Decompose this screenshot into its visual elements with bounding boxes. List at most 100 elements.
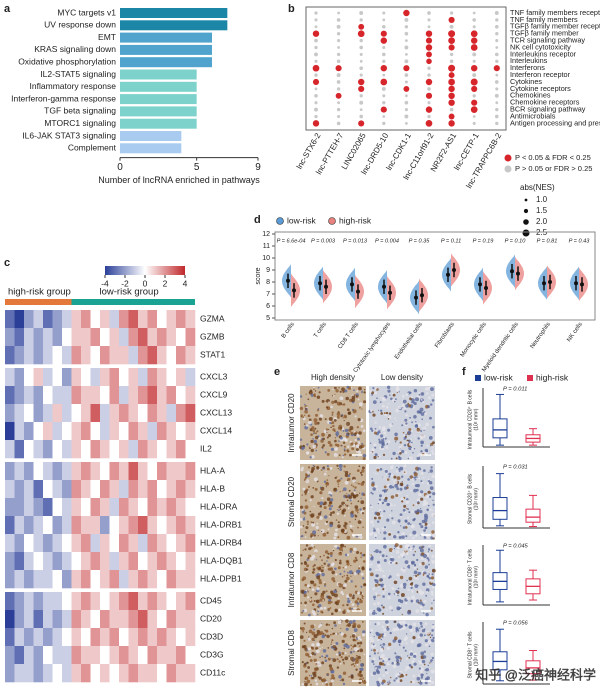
ihc-texture	[408, 442, 412, 446]
ihc-texture	[359, 599, 363, 604]
ihc-texture	[408, 546, 410, 549]
dot	[448, 99, 455, 106]
ihc-texture	[423, 554, 427, 558]
ihc-texture	[431, 634, 434, 637]
ihc-texture	[332, 424, 335, 428]
ihc-texture	[427, 657, 429, 660]
ihc-texture	[375, 536, 377, 539]
ihc-texture	[387, 440, 391, 444]
ihc-texture	[388, 642, 392, 647]
heat-cell	[138, 310, 148, 329]
ihc-texture	[311, 609, 316, 614]
ihc-texture	[316, 587, 320, 591]
ihc-texture	[338, 464, 343, 468]
ihc-texture	[353, 628, 358, 632]
ihc-texture	[342, 583, 347, 588]
ihc-texture	[319, 598, 323, 602]
ihc-texture	[415, 477, 418, 480]
ihc-texture	[339, 572, 342, 576]
ihc-texture	[382, 621, 384, 623]
ihc-texture	[431, 602, 433, 604]
ihc-texture	[339, 491, 341, 493]
ihc-texture	[425, 668, 429, 672]
ihc-texture	[352, 663, 355, 665]
ihc-texture	[321, 655, 324, 658]
ihc-texture	[316, 395, 321, 399]
ihc-texture	[361, 554, 364, 557]
ihc-texture	[429, 469, 433, 473]
ihc-texture	[431, 399, 435, 402]
heat-cell	[81, 480, 91, 499]
ihc-texture	[404, 549, 407, 552]
dot	[448, 37, 455, 44]
violin-median	[574, 281, 578, 286]
dot	[495, 73, 499, 77]
ihc-texture	[359, 402, 363, 407]
ihc-texture	[421, 659, 426, 664]
ihc-texture	[361, 466, 365, 470]
ihc-texture	[309, 428, 313, 432]
ihc-texture	[430, 576, 435, 580]
heat-cell	[71, 462, 82, 481]
ihc-texture	[373, 550, 375, 553]
ihc-texture	[388, 680, 390, 682]
ihc-texture	[382, 648, 385, 650]
heat-cell	[166, 498, 177, 517]
ihc-texture	[405, 673, 408, 676]
heat-cell	[5, 310, 15, 329]
heat-cell	[62, 534, 72, 553]
ihc-texture	[347, 507, 350, 510]
dot	[494, 80, 499, 84]
ihc-texture	[354, 657, 359, 662]
ihc-texture	[422, 562, 424, 564]
ihc-texture	[431, 593, 434, 596]
category-label: MTORC1 signaling	[44, 118, 116, 128]
ihc-texture	[313, 534, 316, 537]
ihc-texture	[334, 476, 337, 480]
ihc-texture	[362, 454, 367, 458]
ihc-texture	[346, 603, 349, 607]
heat-cell	[176, 552, 186, 571]
heat-cell	[138, 462, 148, 481]
dot	[314, 107, 318, 112]
ihc-texture	[389, 584, 391, 587]
heat-cell	[62, 328, 72, 347]
ihc-texture	[318, 581, 322, 585]
heat-cell	[14, 646, 25, 665]
bar	[120, 20, 228, 31]
ihc-texture	[329, 466, 333, 470]
ihc-texture	[329, 501, 332, 504]
ihc-texture	[399, 452, 402, 455]
ihc-texture	[378, 455, 381, 458]
ihc-texture	[420, 472, 424, 475]
ihc-texture	[425, 612, 429, 617]
ihc-texture	[383, 412, 386, 415]
ihc-texture	[331, 657, 333, 660]
heat-cell	[128, 552, 139, 571]
heat-cell	[128, 646, 139, 665]
heat-cell	[24, 498, 34, 517]
heat-cell	[52, 516, 63, 535]
heat-cell	[119, 610, 129, 629]
ihc-texture	[328, 401, 330, 403]
ihc-texture	[327, 610, 329, 612]
ihc-texture	[330, 504, 333, 508]
ihc-texture	[344, 438, 348, 442]
row-label: IL2	[200, 443, 212, 453]
ihc-texture	[430, 680, 434, 685]
heat-cell	[157, 480, 167, 499]
ihc-texture	[403, 504, 407, 508]
heat-cell	[176, 664, 186, 683]
category-label: IL6-JAK STAT3 signaling	[22, 130, 116, 140]
ihc-texture	[380, 514, 383, 518]
ihc-texture	[423, 625, 426, 628]
ihc-texture	[311, 455, 315, 459]
heat-cell	[138, 386, 148, 405]
heat-cell	[14, 404, 25, 423]
ihc-texture	[339, 428, 342, 431]
ihc-texture	[401, 424, 404, 427]
ihc-texture	[391, 392, 394, 395]
ihc-texture	[387, 683, 390, 686]
heat-cell	[138, 346, 148, 365]
bar	[120, 118, 197, 129]
